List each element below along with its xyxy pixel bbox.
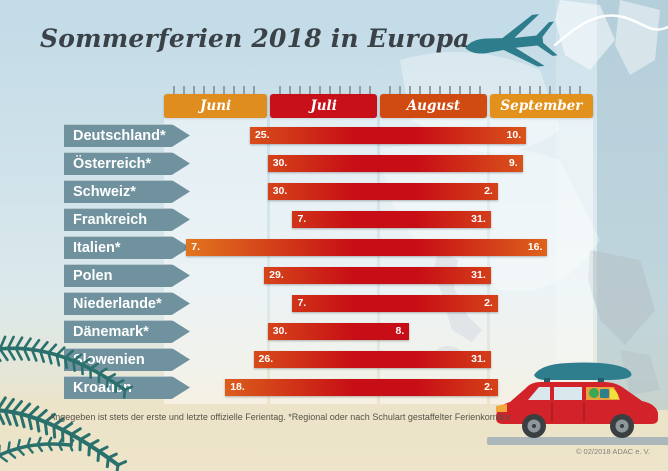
bar-end-date: 8.	[395, 325, 405, 337]
bar-start-date: 18.	[230, 381, 245, 393]
bar-end-date: 2.	[484, 297, 493, 309]
calendar-rings	[495, 86, 587, 95]
country-label: Deutschland*	[64, 124, 190, 147]
bar-start-date: 7.	[297, 213, 307, 225]
plane-icon	[465, 14, 668, 67]
holiday-bar: 30. 8.	[267, 323, 410, 340]
holiday-bar: 26. 31.	[253, 351, 491, 368]
copyright: © 02/2018 ADAC e. V.	[575, 447, 650, 456]
bar-start-date: 30.	[272, 185, 288, 197]
bar-start-date: 30.	[272, 157, 288, 169]
calendar-rings	[386, 86, 481, 95]
bar-start-date: 26.	[258, 353, 274, 365]
bar-end-date: 16.	[527, 241, 543, 253]
holiday-bar: 29. 31.	[264, 267, 491, 284]
page-title: Sommerferien 2018 in Europa	[40, 24, 470, 53]
palm-leaves	[0, 335, 134, 471]
bar-end-date: 9.	[508, 157, 518, 169]
country-label: Schweiz*	[64, 180, 190, 203]
holiday-bar: 25. 10.	[249, 127, 527, 144]
bar-end-date: 2.	[484, 381, 493, 393]
car-with-roofbox	[496, 362, 658, 438]
month-label: August	[380, 94, 487, 118]
footnote: Angegeben ist stets der erste und letzte…	[49, 412, 511, 422]
month-label: Juli	[270, 94, 377, 118]
bar-start-date: 7.	[191, 241, 200, 253]
country-label: Kroatien	[64, 376, 190, 399]
bar-start-date: 30.	[272, 325, 288, 337]
country-label: Polen	[64, 264, 190, 287]
holiday-bar: 7. 31.	[292, 211, 491, 228]
bar-end-date: 10.	[506, 129, 522, 141]
bar-end-date: 31.	[471, 213, 486, 225]
holiday-bar: 7. 16.	[186, 239, 548, 256]
bar-end-date: 31.	[471, 353, 486, 365]
country-label: Niederlande*	[64, 292, 190, 315]
country-label: Österreich*	[64, 152, 190, 175]
bar-start-date: 29.	[269, 269, 284, 281]
holiday-bar: 30. 2.	[267, 183, 498, 200]
bar-end-date: 31.	[471, 269, 486, 281]
calendar-rings	[276, 86, 371, 95]
calendar-rings	[170, 86, 262, 95]
bar-end-date: 2.	[484, 185, 493, 197]
holiday-bar: 7. 2.	[292, 295, 498, 312]
month-label: September	[489, 94, 593, 118]
country-label: Italien*	[64, 236, 190, 259]
month-label: Juni	[164, 94, 268, 118]
holiday-bar: 30. 9.	[267, 155, 523, 172]
holiday-bar: 18. 2.	[225, 379, 498, 396]
country-label: Frankreich	[64, 208, 190, 231]
country-label: Dänemark*	[64, 320, 190, 343]
road	[487, 437, 668, 445]
bar-start-date: 7.	[297, 297, 307, 309]
bar-start-date: 25.	[254, 129, 270, 141]
